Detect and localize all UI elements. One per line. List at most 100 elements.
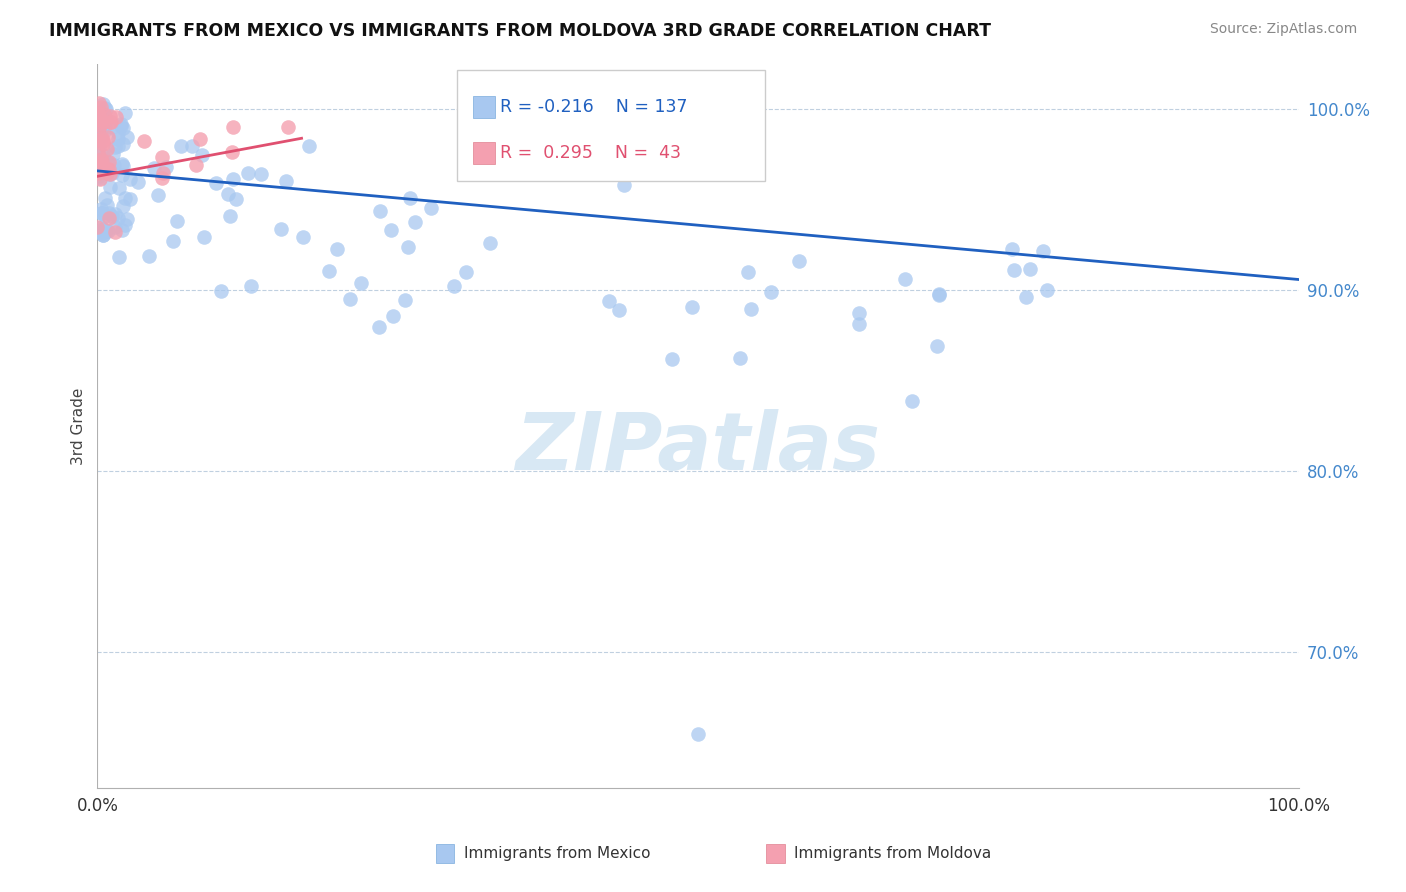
Point [238,166,260,180]
Point [274,174,297,188]
Point [98,211,121,225]
Point [107,126,129,140]
Point [87,120,110,134]
Point [107,138,129,153]
Point [326,242,349,256]
Point [90,152,112,166]
Point [87,106,110,120]
Point [89,123,111,137]
Point [97,155,120,169]
Point [86,219,108,234]
Point [443,278,465,293]
Text: R = -0.216    N = 137: R = -0.216 N = 137 [499,97,688,116]
Point [339,292,361,306]
Point [368,319,391,334]
Point [138,248,160,262]
Point [217,186,239,201]
Point [111,199,134,213]
Point [103,207,125,221]
Point [928,287,950,301]
Point [107,250,129,264]
Point [114,218,136,232]
Text: Immigrants from Moldova: Immigrants from Moldova [794,847,991,861]
Point [380,222,402,236]
Point [91,228,114,243]
Point [1019,261,1042,276]
Point [98,180,121,194]
Point [191,148,214,162]
Point [222,172,245,186]
Point [91,96,114,111]
Point [111,168,134,182]
Point [90,153,112,168]
Point [193,230,215,244]
Point [111,223,134,237]
Point [928,287,950,301]
Point [148,187,170,202]
Point [96,198,118,212]
Point [737,265,759,279]
Point [87,166,110,180]
Point [1002,262,1025,277]
Point [225,193,247,207]
Point [87,109,110,123]
Point [454,265,477,279]
Text: Source: ZipAtlas.com: Source: ZipAtlas.com [1209,22,1357,37]
Point [114,191,136,205]
Point [97,167,120,181]
Text: IMMIGRANTS FROM MEXICO VS IMMIGRANTS FROM MOLDOVA 3RD GRADE CORRELATION CHART: IMMIGRANTS FROM MEXICO VS IMMIGRANTS FRO… [49,22,991,40]
Point [87,145,110,160]
Y-axis label: 3rd Grade: 3rd Grade [72,387,86,465]
Point [91,134,114,148]
Point [184,158,207,172]
Point [90,131,112,145]
Point [394,293,416,307]
Point [686,727,709,741]
Point [87,121,110,136]
Point [103,220,125,235]
Point [98,206,121,220]
Point [127,175,149,189]
Point [98,109,121,123]
Point [104,226,127,240]
Point [90,226,112,240]
Point [93,192,115,206]
Point [396,240,419,254]
Point [89,171,111,186]
Point [1032,244,1054,259]
Point [93,107,115,121]
Point [94,209,117,223]
Point [90,206,112,220]
Point [607,302,630,317]
Point [101,166,124,180]
Point [91,227,114,242]
Point [90,100,112,114]
Point [103,158,125,172]
Point [120,172,142,186]
Point [89,172,111,186]
Point [91,114,114,128]
Point [87,154,110,169]
Point [787,254,810,268]
Point [90,219,112,234]
Point [87,109,110,123]
Point [927,339,949,353]
Point [205,176,228,190]
Text: Immigrants from Mexico: Immigrants from Mexico [464,847,651,861]
Point [740,301,762,316]
Point [96,166,118,180]
Point [318,264,340,278]
Point [112,120,135,135]
Point [104,139,127,153]
Point [894,272,917,286]
Point [90,130,112,145]
Point [89,139,111,153]
Point [94,102,117,116]
Point [101,146,124,161]
Point [298,138,321,153]
Point [188,132,211,146]
Point [115,130,138,145]
Point [94,112,117,127]
Point [142,161,165,175]
Point [115,211,138,226]
